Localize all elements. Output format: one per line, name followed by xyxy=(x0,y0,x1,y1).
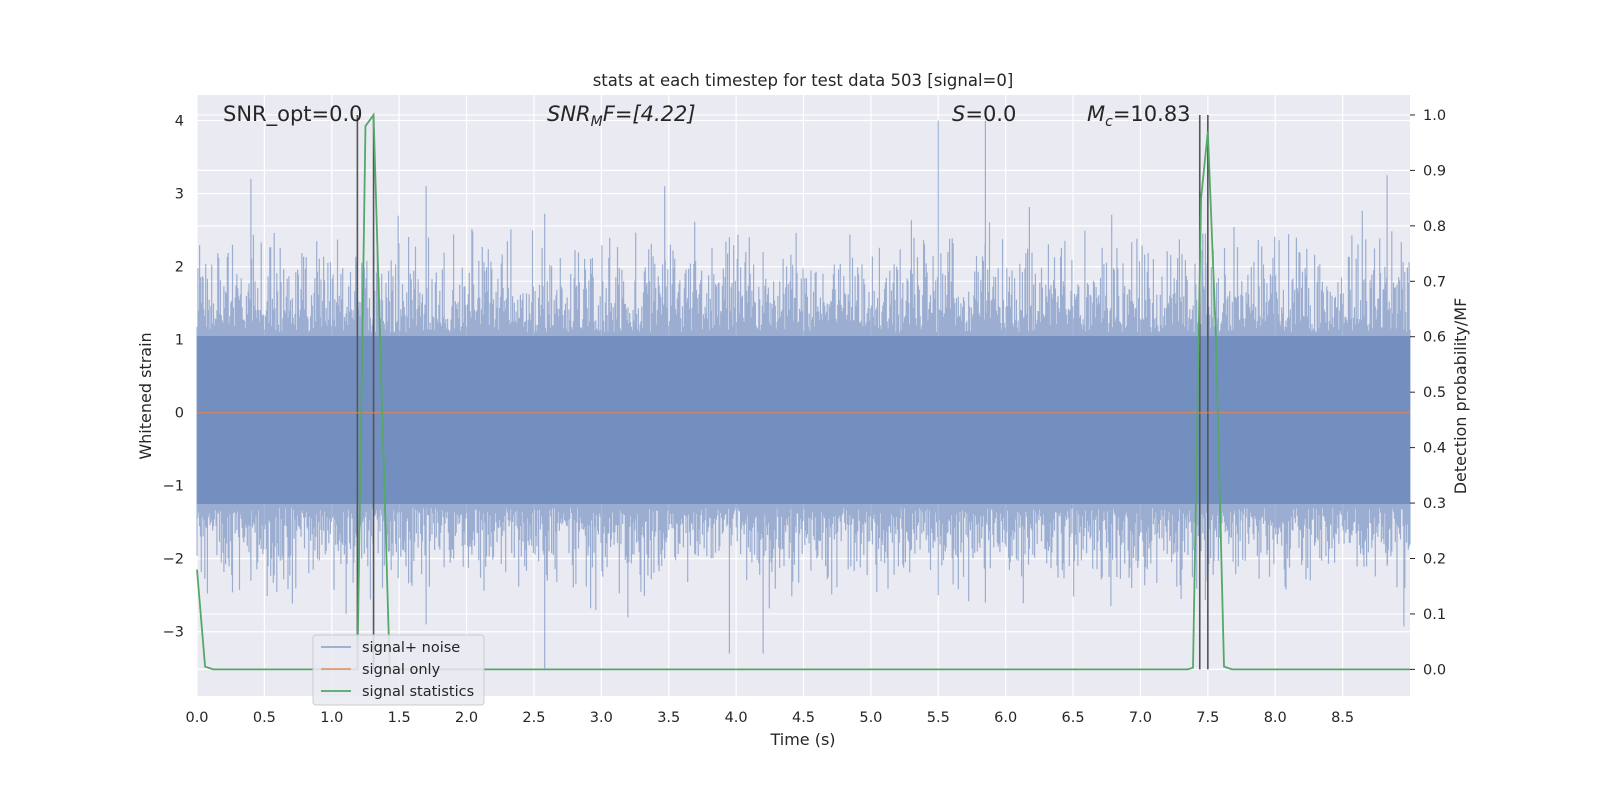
annotation-snr-opt: SNR_opt=0.0 xyxy=(223,102,363,127)
y-right-tick-label: 0.2 xyxy=(1423,552,1446,568)
mc-tail: =10.83 xyxy=(1113,102,1191,126)
y-left-tick-labels: 4 3 2 1 0 −1 −2 −3 xyxy=(163,114,184,641)
annotation-snr-mf: SNRMF=[4.22] xyxy=(547,102,696,130)
y-left-tick-label: −3 xyxy=(163,625,184,641)
y-left-tick-label: 0 xyxy=(175,406,184,422)
vertical-markers xyxy=(356,114,1209,670)
y-right-tick-label: 1.0 xyxy=(1423,108,1446,124)
x-tick-label: 7.5 xyxy=(1196,710,1219,726)
y-left-axis-label: Whitened strain xyxy=(136,332,155,459)
legend-label-signal-noise: signal+ noise xyxy=(362,640,460,656)
x-tick-label: 4.0 xyxy=(725,710,748,726)
annotation-mc: Mc=10.83 xyxy=(1087,102,1191,130)
legend-label-signal-statistics: signal statistics xyxy=(362,684,474,700)
y-right-tick-label: 0.6 xyxy=(1423,330,1446,346)
snr-mf-main: SNR xyxy=(547,102,591,126)
x-tick-label: 3.5 xyxy=(657,710,680,726)
x-tick-label: 5.0 xyxy=(859,710,882,726)
annotation-s: S=0.0 xyxy=(952,102,1016,126)
x-tick-label: 0.5 xyxy=(253,710,276,726)
mc-main: M xyxy=(1087,102,1105,126)
y-left-tick-label: 3 xyxy=(175,187,184,203)
y-left-tick-label: −1 xyxy=(163,479,184,495)
chart-title: stats at each timestep for test data 503… xyxy=(593,71,1014,90)
x-tick-label: 7.0 xyxy=(1129,710,1152,726)
y-right-tick-label: 0.4 xyxy=(1423,441,1446,457)
x-tick-label: 5.5 xyxy=(927,710,950,726)
x-tick-label: 2.0 xyxy=(455,710,478,726)
y-right-tick-label: 0.7 xyxy=(1423,274,1446,290)
y-right-tick-label: 0.5 xyxy=(1423,385,1446,401)
x-tick-label: 6.0 xyxy=(994,710,1017,726)
legend: signal+ noise signal only signal statist… xyxy=(312,634,485,706)
y-right-tick-label: 0.9 xyxy=(1423,163,1446,179)
y-right-axis-label: Detection probability/MF xyxy=(1451,298,1470,495)
y-left-tick-label: 4 xyxy=(175,114,184,130)
x-tick-labels: 0.0 0.5 1.0 1.5 2.0 2.5 3.0 3.5 4.0 4.5 5.0 5.5 6.0 6… xyxy=(185,710,1354,726)
mc-sub: c xyxy=(1105,114,1113,130)
snr-mf-sub: M xyxy=(591,114,603,130)
x-tick-label: 6.5 xyxy=(1062,710,1085,726)
y-right-tick-label: 0.0 xyxy=(1423,662,1446,678)
s-tail: =0.0 xyxy=(965,102,1016,126)
x-tick-label: 1.5 xyxy=(388,710,411,726)
x-tick-label: 1.0 xyxy=(320,710,343,726)
y-right-tick-label: 0.3 xyxy=(1423,496,1446,512)
snr-mf-tail: F=[4.22] xyxy=(603,102,696,126)
y-right-tick-label: 0.8 xyxy=(1423,219,1446,235)
x-tick-label: 4.5 xyxy=(792,710,815,726)
x-tick-label: 2.5 xyxy=(522,710,545,726)
x-tick-label: 8.0 xyxy=(1264,710,1287,726)
x-axis-label: Time (s) xyxy=(769,730,835,749)
x-tick-label: 8.5 xyxy=(1331,710,1354,726)
x-tick-label: 0.0 xyxy=(185,710,208,726)
legend-box xyxy=(312,634,485,706)
s-var: S xyxy=(952,102,965,126)
x-tick-label: 3.0 xyxy=(590,710,613,726)
y-right-tick-label: 0.1 xyxy=(1423,607,1446,623)
y-right-tick-labels: 1.0 0.9 0.8 0.7 0.6 0.5 0.4 0.3 0.2 0.1 0.0 xyxy=(1410,108,1446,678)
y-left-tick-label: 1 xyxy=(175,333,184,349)
y-left-tick-label: −2 xyxy=(163,552,184,568)
legend-label-signal-only: signal only xyxy=(362,662,441,678)
y-left-tick-label: 2 xyxy=(175,260,184,276)
